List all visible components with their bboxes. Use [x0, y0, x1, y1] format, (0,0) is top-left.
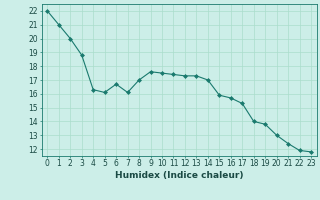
X-axis label: Humidex (Indice chaleur): Humidex (Indice chaleur): [115, 171, 244, 180]
